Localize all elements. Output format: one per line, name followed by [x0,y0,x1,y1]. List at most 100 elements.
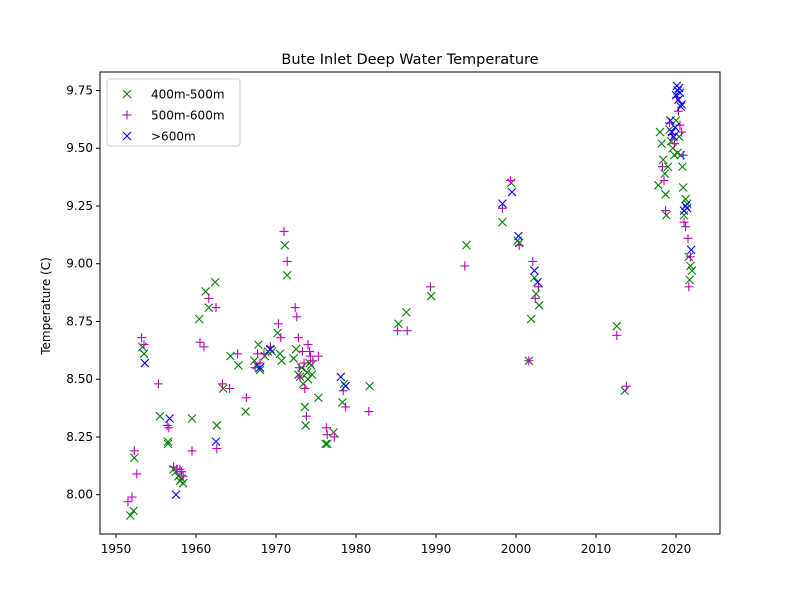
data-point [507,187,517,197]
data-point [305,351,315,361]
data-point [164,423,174,433]
data-point [212,444,222,454]
data-point [130,453,139,463]
data-point [139,340,149,350]
data-point [275,349,285,359]
x-tick-label: 1990 [421,542,452,556]
data-point [683,233,693,243]
data-point [394,319,403,329]
series-2 [123,92,695,507]
data-point [211,303,221,313]
data-point [620,386,630,396]
x-tick-label: 1970 [261,542,292,556]
y-tick-label: 9.25 [66,199,93,213]
data-point [129,506,138,516]
data-point [321,423,331,433]
data-point [460,261,470,271]
data-point [365,381,374,391]
data-point [282,270,292,280]
data-point [306,360,316,370]
x-tick-label: 2020 [661,542,692,556]
data-point [226,351,235,361]
x-tick-label: 1980 [341,542,372,556]
data-point [514,231,523,241]
data-point [163,437,173,446]
data-point [676,102,686,112]
data-point [341,402,351,412]
data-point [685,252,695,262]
x-axis: 1950 1960 1970 1980 1990 2000 2010 2020 [101,534,692,556]
data-point [685,275,694,285]
data-point [277,356,286,366]
data-point [187,414,197,423]
x-tick-label: 1960 [181,542,212,556]
data-point [670,123,680,132]
data-point [530,293,540,303]
data-point [295,372,305,382]
data-point [137,333,147,343]
y-tick-label: 9.00 [66,257,93,271]
legend: 400m-500m 500m-600m >600m [106,78,241,147]
data-point [329,432,339,442]
data-point [678,183,688,192]
data-point [526,314,536,324]
data-point [126,511,135,520]
data-point [280,240,290,250]
data-point [322,430,332,440]
data-point [667,127,677,137]
data-point [273,319,283,329]
data-point [612,330,622,340]
data-point [241,407,250,416]
data-point [364,407,374,417]
data-point [163,439,173,449]
data-point [677,99,686,109]
x-tick-label: 2000 [501,542,532,556]
data-point [666,116,675,125]
data-point [132,469,142,479]
data-point [187,446,197,456]
data-point [178,478,188,488]
data-point [294,363,304,373]
y-tick-label: 8.00 [66,488,93,502]
data-point [194,314,204,324]
plot-frame [99,71,721,535]
data-point [524,356,534,366]
data-point [313,351,323,361]
data-point [686,245,696,255]
data-point [204,303,214,313]
y-tick-label: 9.50 [66,141,93,155]
y-tick-label: 8.25 [66,430,93,444]
y-tick-label: 8.50 [66,372,93,386]
data-point [498,199,507,209]
data-point [402,307,411,317]
data-point [687,266,697,276]
data-point [301,411,311,421]
data-point [300,383,310,393]
data-point [308,356,318,366]
data-point [321,439,330,449]
data-point [303,340,313,350]
data-point [212,421,222,430]
data-point [462,240,471,250]
data-point [677,127,687,137]
data-point [498,217,507,227]
data-point [234,360,243,370]
data-point [682,203,692,213]
data-point [533,277,542,287]
data-point [505,176,515,186]
data-point [658,155,668,165]
data-point [678,150,688,160]
data-point [276,333,286,343]
series-3 [140,81,696,500]
data-point [514,240,524,250]
series-1 [126,116,697,520]
data-point [165,414,174,423]
y-tick-label: 9.75 [66,83,93,97]
data-point [684,282,694,292]
data-point [254,340,263,349]
legend-label: 500m-600m [151,109,225,123]
data-point [293,333,303,343]
data-point [678,162,687,172]
data-point [530,266,539,276]
